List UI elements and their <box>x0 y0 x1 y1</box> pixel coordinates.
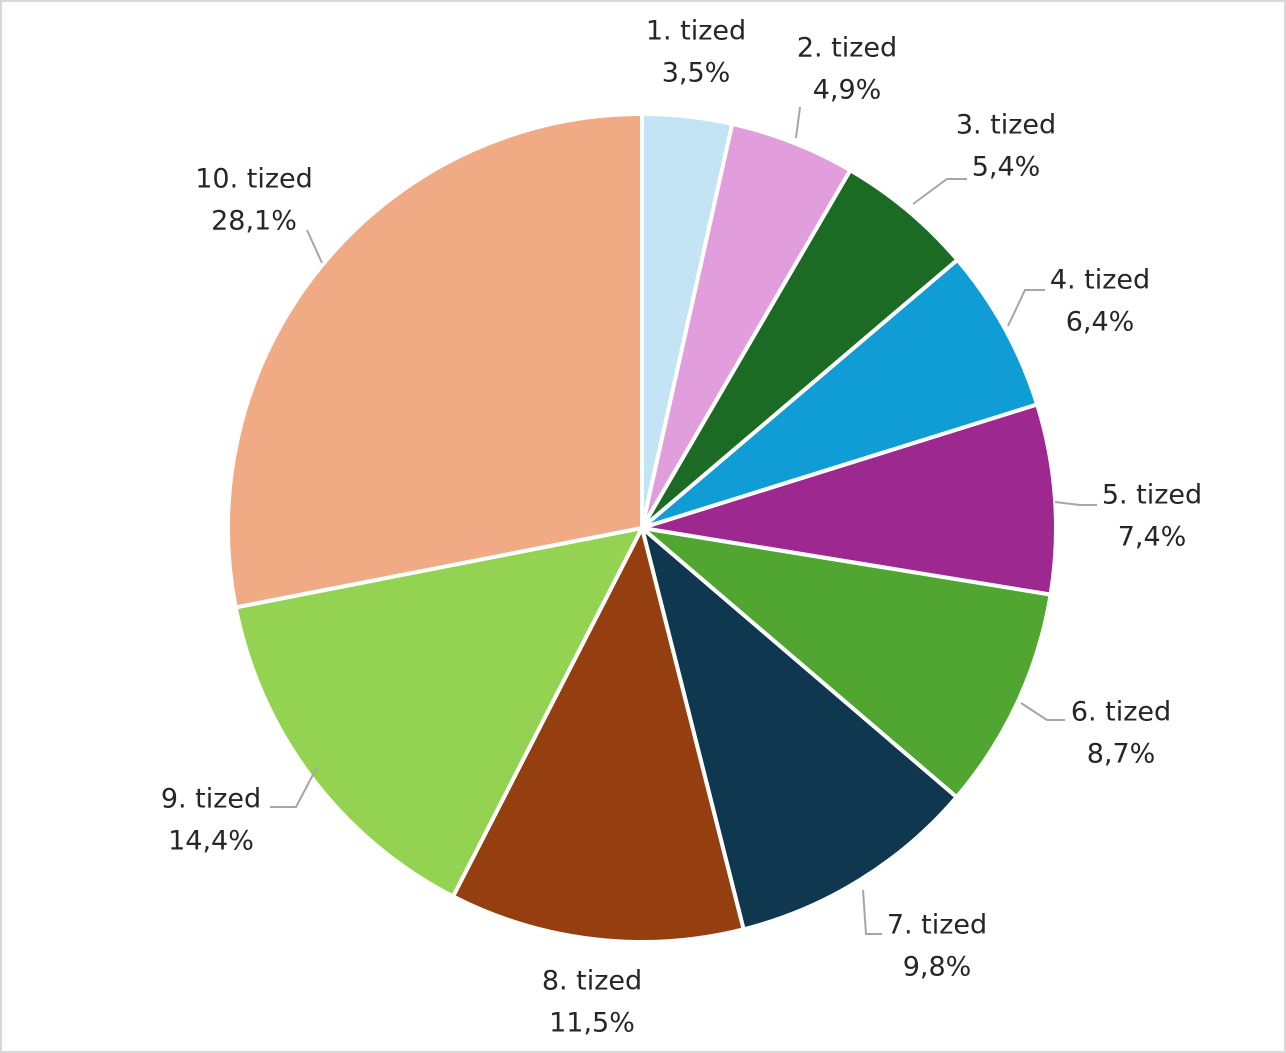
pie-slice-10 <box>226 112 644 610</box>
slice-label-9: 9. tized <box>161 784 261 815</box>
slice-value-label-5: 7,4% <box>1118 522 1187 553</box>
pie-slice-3 <box>640 168 960 530</box>
slice-value-label-6: 8,7% <box>1087 739 1156 770</box>
leader-line-6 <box>1020 702 1065 721</box>
slice-value-label-4: 6,4% <box>1066 307 1135 338</box>
slice-value-label-1: 3,5% <box>662 58 731 89</box>
slice-value-label-8: 11,5% <box>549 1008 635 1039</box>
slice-label-5: 5. tized <box>1102 480 1202 511</box>
leader-lines <box>270 106 1097 935</box>
slice-label-10: 10. tized <box>195 164 313 195</box>
leader-line-2 <box>795 106 801 139</box>
leader-line-9 <box>270 766 318 808</box>
slice-value-label-7: 9,8% <box>903 952 972 983</box>
pie-slice-6 <box>640 526 1053 800</box>
leader-line-5 <box>1054 501 1097 506</box>
slice-value-label-2: 4,9% <box>813 75 882 106</box>
leader-line-10 <box>306 229 323 264</box>
slice-label-4: 4. tized <box>1050 265 1150 296</box>
slice-label-3: 3. tized <box>956 110 1056 141</box>
slice-label-7: 7. tized <box>887 910 987 941</box>
pie-slice-8 <box>451 526 746 944</box>
leader-line-3 <box>912 178 967 205</box>
pie-slice-7 <box>640 526 959 932</box>
slice-value-label-10: 28,1% <box>211 206 297 237</box>
leader-line-4 <box>1007 289 1045 327</box>
slice-label-2: 2. tized <box>797 33 897 64</box>
slice-label-1: 1. tized <box>646 16 746 47</box>
leader-line-7 <box>862 889 882 935</box>
pie-slices <box>226 112 1058 944</box>
pie-slice-4 <box>640 257 1040 530</box>
slice-label-8: 8. tized <box>542 966 642 997</box>
data-labels: 1. tized 3,5% 2. tized 4,9% 3. tized 5,4% 4. t… <box>161 16 1202 1039</box>
slice-label-6: 6. tized <box>1071 697 1171 728</box>
slice-value-label-3: 5,4% <box>972 152 1041 183</box>
pie-slice-5 <box>640 402 1058 597</box>
slice-value-label-9: 14,4% <box>168 826 254 857</box>
